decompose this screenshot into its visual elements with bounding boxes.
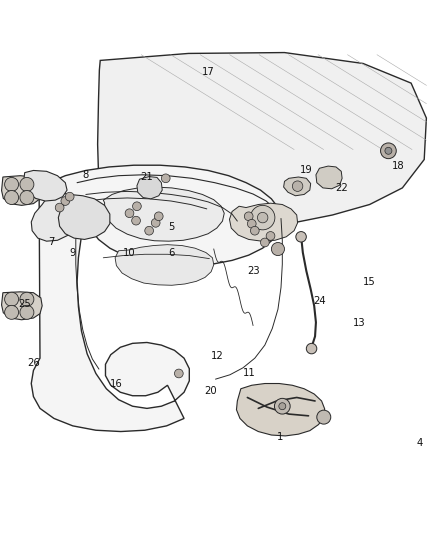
Text: 24: 24 [313,296,326,306]
Text: 16: 16 [110,379,123,390]
Circle shape [132,216,141,225]
Text: 1: 1 [277,432,283,442]
Text: 23: 23 [247,266,260,276]
Polygon shape [2,176,42,205]
Circle shape [261,238,269,247]
Text: 21: 21 [141,172,153,182]
Polygon shape [23,171,67,201]
Text: 9: 9 [70,248,76,259]
Text: 5: 5 [168,222,174,232]
Text: 6: 6 [168,248,174,259]
Circle shape [251,205,275,230]
Text: 8: 8 [83,170,89,180]
Circle shape [275,398,290,414]
Polygon shape [31,165,281,432]
Circle shape [247,220,256,228]
Polygon shape [237,384,325,436]
Circle shape [145,227,153,235]
Text: 25: 25 [18,298,31,309]
Circle shape [251,227,259,235]
Polygon shape [2,292,42,320]
Circle shape [5,190,18,205]
Polygon shape [98,53,426,266]
Text: 7: 7 [48,238,54,247]
Polygon shape [284,177,311,196]
Circle shape [306,343,317,354]
Circle shape [133,202,141,211]
Circle shape [161,174,170,183]
Text: 17: 17 [202,67,215,77]
Circle shape [20,190,34,205]
Circle shape [385,147,392,154]
Circle shape [292,181,303,191]
Text: 15: 15 [363,277,376,287]
Text: 26: 26 [27,358,40,368]
Polygon shape [58,195,110,239]
Circle shape [381,143,396,159]
Text: 22: 22 [335,183,348,193]
Text: 11: 11 [243,368,256,378]
Circle shape [20,292,34,306]
Circle shape [20,305,34,319]
Text: 19: 19 [300,165,313,175]
Circle shape [5,292,18,306]
Text: 13: 13 [353,318,365,328]
Circle shape [55,203,64,212]
Circle shape [258,212,268,223]
Circle shape [61,197,70,205]
Circle shape [20,177,34,191]
Circle shape [151,219,160,227]
Circle shape [266,231,275,240]
Circle shape [125,209,134,217]
Circle shape [279,403,286,410]
Circle shape [5,177,18,191]
Text: 12: 12 [210,351,223,361]
Circle shape [296,231,306,242]
Polygon shape [137,176,162,199]
Circle shape [5,305,18,319]
Circle shape [154,212,163,221]
Polygon shape [103,187,224,241]
Polygon shape [230,203,297,241]
Polygon shape [31,183,81,241]
Circle shape [244,212,253,221]
Circle shape [174,369,183,378]
Circle shape [272,243,285,256]
Circle shape [317,410,331,424]
Polygon shape [115,245,214,285]
Text: 18: 18 [392,161,404,171]
Circle shape [65,192,74,201]
Text: 4: 4 [417,438,423,448]
Polygon shape [316,166,342,189]
Text: 10: 10 [123,248,136,259]
Text: 20: 20 [204,386,216,396]
